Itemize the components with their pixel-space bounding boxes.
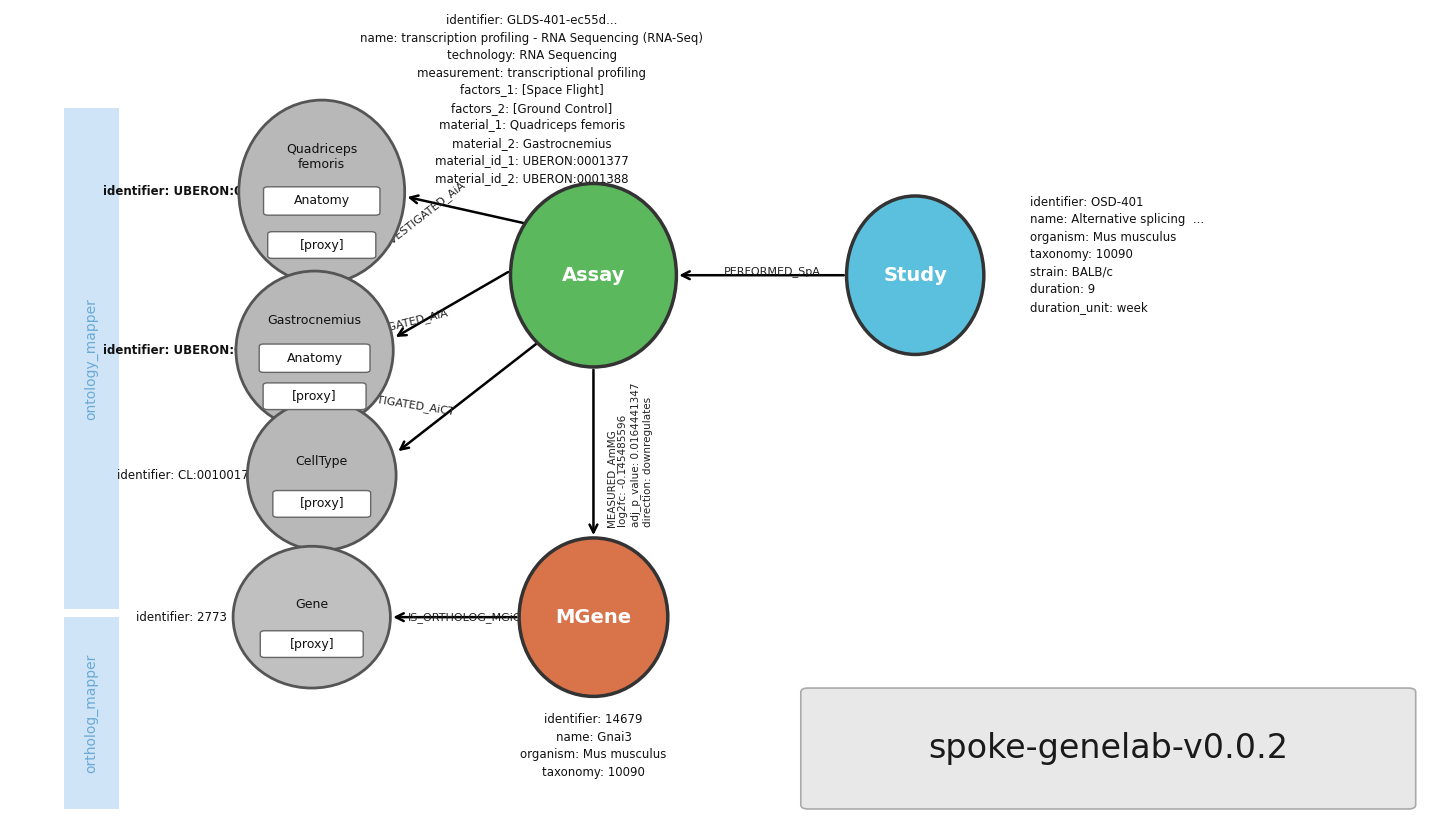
Text: Gene: Gene: [295, 598, 329, 610]
Ellipse shape: [239, 100, 405, 284]
Text: identifier: 2773: identifier: 2773: [136, 610, 227, 624]
Text: identifier: OSD-401
name: Alternative splicing  ...
organism: Mus musculus
taxon: identifier: OSD-401 name: Alternative sp…: [1030, 196, 1204, 314]
Ellipse shape: [233, 546, 390, 688]
FancyBboxPatch shape: [263, 383, 366, 409]
Text: CellType: CellType: [296, 455, 347, 469]
FancyBboxPatch shape: [64, 617, 119, 809]
Text: [proxy]: [proxy]: [299, 497, 345, 510]
Text: Gastrocnemius: Gastrocnemius: [267, 314, 362, 327]
Text: Study: Study: [884, 266, 947, 284]
Text: [proxy]: [proxy]: [289, 638, 335, 651]
FancyBboxPatch shape: [267, 232, 376, 259]
Ellipse shape: [511, 183, 676, 367]
Ellipse shape: [247, 400, 396, 550]
FancyBboxPatch shape: [64, 108, 119, 609]
FancyBboxPatch shape: [263, 187, 380, 215]
Text: ontology_mapper: ontology_mapper: [84, 298, 99, 420]
FancyBboxPatch shape: [273, 490, 370, 517]
Text: ortholog_mapper: ortholog_mapper: [84, 653, 99, 773]
Ellipse shape: [519, 538, 668, 696]
Text: identifier: UBERON:0001377: identifier: UBERON:0001377: [103, 185, 290, 198]
Text: PERFORMED_SpA: PERFORMED_SpA: [724, 265, 821, 277]
Text: [proxy]: [proxy]: [292, 389, 337, 403]
Text: identifier: UBERON:0001388: identifier: UBERON:0001388: [103, 344, 292, 357]
FancyBboxPatch shape: [259, 344, 370, 372]
Text: MEASURED_AmMG
log2fc: -0.145485596
adj_p_value: 0.0164441347
direction: downregu: MEASURED_AmMG log2fc: -0.145485596 adj_p…: [606, 382, 652, 527]
Text: INVESTIGATED_AiCT: INVESTIGATED_AiCT: [345, 389, 456, 418]
Text: INVESTIGATED_AiA: INVESTIGATED_AiA: [379, 178, 468, 252]
Text: identifier: 14679
name: Gnai3
organism: Mus musculus
taxonomy: 10090: identifier: 14679 name: Gnai3 organism: …: [521, 713, 666, 779]
Text: identifier: GLDS-401-ec55d...
name: transcription profiling - RNA Sequencing (RN: identifier: GLDS-401-ec55d... name: tran…: [360, 14, 704, 184]
FancyBboxPatch shape: [801, 688, 1416, 809]
Text: Quadriceps
femoris: Quadriceps femoris: [286, 143, 358, 171]
Text: identifier: CL:0010017: identifier: CL:0010017: [117, 469, 249, 482]
FancyBboxPatch shape: [260, 631, 363, 657]
Text: Assay: Assay: [562, 266, 625, 284]
Text: IS_ORTHOLOG_MGiG: IS_ORTHOLOG_MGiG: [408, 611, 522, 623]
Text: INVESTIGATED_AiA: INVESTIGATED_AiA: [345, 307, 450, 344]
Ellipse shape: [847, 196, 984, 354]
Text: MGene: MGene: [555, 608, 632, 626]
Text: Anatomy: Anatomy: [286, 352, 343, 364]
Text: spoke-genelab-v0.0.2: spoke-genelab-v0.0.2: [928, 732, 1288, 765]
Text: Anatomy: Anatomy: [293, 194, 350, 208]
Ellipse shape: [236, 271, 393, 430]
Text: [proxy]: [proxy]: [299, 239, 345, 252]
